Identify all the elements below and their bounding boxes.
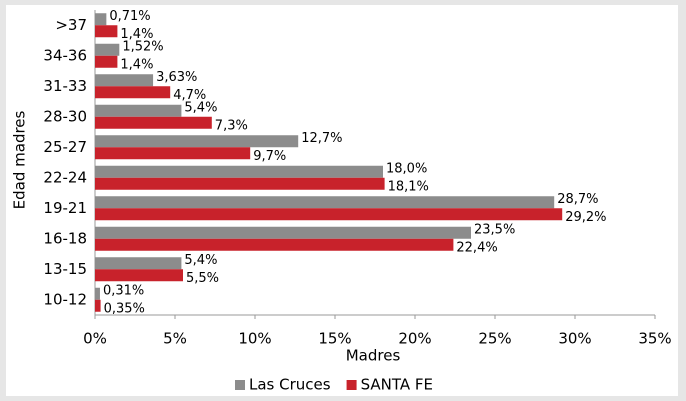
bar	[95, 147, 251, 160]
bar	[95, 13, 107, 26]
data-label: 1,52%	[122, 39, 163, 54]
bar	[95, 226, 471, 239]
y-tick-label: 25-27	[43, 138, 87, 156]
bar	[95, 86, 171, 99]
x-tick-label: 15%	[318, 330, 351, 348]
data-label: 23,5%	[474, 222, 515, 237]
data-label: 28,7%	[557, 192, 598, 207]
y-axis-label: Edad madres	[11, 110, 29, 209]
data-label: 5,4%	[184, 253, 217, 268]
legend-label: Las Cruces	[249, 376, 331, 394]
bar	[95, 25, 118, 38]
y-tick-label: 16-18	[43, 229, 87, 247]
data-label: 4,7%	[173, 88, 206, 103]
y-tick-label: 22-24	[43, 168, 87, 186]
x-tick-label: 10%	[238, 330, 271, 348]
bar	[95, 299, 101, 312]
bar	[95, 208, 563, 221]
x-tick-label: 5%	[163, 330, 187, 348]
bar	[95, 43, 120, 56]
x-tick-label: 0%	[83, 330, 107, 348]
bar	[95, 196, 555, 209]
y-tick-label: 34-36	[43, 46, 87, 64]
data-label: 5,4%	[184, 100, 217, 115]
data-label: 0,71%	[109, 9, 150, 24]
data-label: 12,7%	[301, 131, 342, 146]
data-label: 29,2%	[565, 210, 606, 225]
x-tick-label: 30%	[558, 330, 591, 348]
bar	[95, 55, 118, 68]
data-label: 1,4%	[120, 57, 153, 72]
data-label: 0,31%	[103, 283, 144, 298]
bar	[95, 74, 154, 87]
data-label: 7,3%	[215, 118, 248, 133]
y-tick-label: 19-21	[43, 199, 87, 217]
y-tick-label: >37	[55, 16, 87, 34]
legend-swatch	[235, 380, 245, 390]
data-label: 3,63%	[156, 70, 197, 85]
data-label: 18,1%	[388, 179, 429, 194]
data-label: 0,35%	[104, 301, 145, 316]
data-label: 1,4%	[120, 27, 153, 42]
data-label: 22,4%	[456, 240, 497, 255]
y-tick-label: 10-12	[43, 290, 87, 308]
data-label: 9,7%	[253, 149, 286, 164]
y-tick-label: 13-15	[43, 260, 87, 278]
data-label: 18,0%	[386, 161, 427, 176]
bar	[95, 104, 182, 117]
x-tick-label: 25%	[478, 330, 511, 348]
bar	[95, 177, 385, 190]
legend-swatch	[346, 380, 357, 390]
x-tick-label: 20%	[398, 330, 431, 348]
bar	[95, 116, 212, 129]
bar	[95, 287, 100, 300]
bar	[95, 269, 183, 282]
legend-label: SANTA FE	[361, 376, 433, 394]
bar	[95, 257, 182, 270]
x-axis-label: Madres	[346, 347, 401, 365]
bar	[95, 135, 299, 148]
x-tick-label: 35%	[638, 330, 671, 348]
y-tick-label: 31-33	[43, 77, 87, 95]
y-tick-label: 28-30	[43, 107, 87, 125]
bar	[95, 165, 383, 178]
bar	[95, 238, 454, 251]
data-label: 5,5%	[186, 271, 219, 286]
